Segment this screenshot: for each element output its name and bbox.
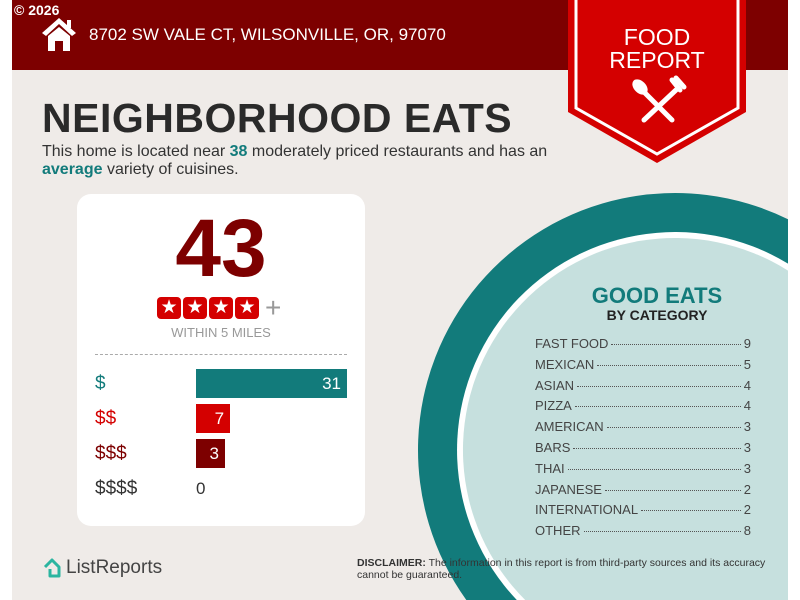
category-row: MEXICAN 5 (535, 357, 751, 378)
price-bar: 0 (196, 479, 206, 498)
category-name: ASIAN (535, 377, 575, 393)
leader-dots (574, 406, 741, 408)
leader-dots (606, 427, 741, 429)
copyright: © 2026 (14, 2, 60, 18)
price-label: $$$ (95, 443, 127, 464)
listreports-logo: ListReports (42, 557, 162, 579)
category-row: BARS 3 (535, 440, 751, 461)
logo-icon (43, 558, 61, 578)
leader-dots (583, 531, 741, 533)
star-icon: ★ (183, 297, 207, 319)
restaurant-count: 38 (229, 143, 248, 160)
category-row: AMERICAN 3 (535, 419, 751, 440)
category-name: INTERNATIONAL (535, 502, 639, 518)
category-count: 4 (743, 398, 751, 414)
category-count: 5 (743, 356, 751, 372)
rating-plus: + (265, 292, 282, 323)
category-name: OTHER (535, 523, 581, 539)
summary-card: 43 ★ ★ ★ ★ + WITHIN 5 MILES $31 $$ 7 $$$ 3 $$… (77, 194, 365, 526)
category-name: BARS (535, 439, 571, 455)
leader-dots (604, 489, 741, 491)
badge-line-2: REPORT (609, 47, 705, 73)
disclaimer: DISCLAIMER: The information in this repo… (357, 557, 766, 581)
category-count: 4 (743, 377, 751, 393)
category-count: 8 (743, 523, 751, 539)
leader-dots (597, 364, 741, 366)
category-name: FAST FOOD (535, 336, 609, 351)
distance-label: WITHIN 5 MILES (171, 325, 271, 340)
intro-text: This home is located near 38 moderately … (42, 143, 548, 178)
leader-dots (611, 344, 741, 345)
home-icon (42, 18, 76, 51)
price-bar: 7 (196, 404, 231, 433)
star-rating: ★ ★ ★ ★ + (157, 292, 282, 323)
category-count: 2 (743, 502, 751, 518)
category-row: THAI 3 (535, 461, 751, 482)
divider (95, 354, 347, 355)
category-name: AMERICAN (535, 419, 604, 435)
food-report-badge (568, 0, 746, 163)
star-icon: ★ (157, 297, 181, 319)
price-label: $$ (95, 408, 117, 429)
badge-line-1: FOOD (623, 24, 691, 50)
good-eats-heading: GOOD EATS BY CATEGORY (591, 283, 723, 323)
price-bar: 31 (196, 369, 347, 398)
price-bar: 3 (196, 439, 225, 468)
category-count: 2 (743, 481, 751, 497)
fork-spoon-icon (639, 75, 687, 123)
category-name: PIZZA (535, 398, 572, 414)
price-row: $$$ 3 (95, 439, 355, 469)
star-icon: ★ (209, 297, 233, 319)
category-count: 3 (743, 439, 751, 455)
category-name: THAI (535, 460, 565, 476)
leader-dots (577, 385, 741, 387)
leader-dots (641, 510, 741, 512)
category-list: FAST FOOD 9 MEXICAN 5 ASIAN 4 PIZZA 4 AMERICAN 3 B… (535, 336, 751, 544)
category-count: 9 (743, 336, 751, 351)
report-page: © 2026 8702 SW VALE CT, WILSONVILLE, OR,… (12, 0, 788, 600)
category-row: PIZZA 4 (535, 398, 751, 419)
category-row: ASIAN 4 (535, 378, 751, 399)
decorative-plate-circle (418, 193, 788, 600)
price-row: $$$$ 0 (95, 474, 355, 504)
star-icon: ★ (235, 297, 259, 319)
price-label: $$$$ (95, 478, 138, 499)
category-row: JAPANESE 2 (535, 482, 751, 503)
property-address: 8702 SW VALE CT, WILSONVILLE, OR, 97070 (89, 25, 446, 44)
category-count: 3 (743, 460, 751, 476)
price-row: $$ 7 (95, 404, 355, 434)
variety-level: average (42, 161, 103, 178)
category-name: MEXICAN (535, 356, 595, 372)
leader-dots (567, 468, 741, 470)
page-title: NEIGHBORHOOD EATS (42, 95, 513, 141)
category-row: OTHER 8 (535, 523, 751, 544)
price-label: $ (95, 373, 106, 394)
total-restaurants: 43 (175, 203, 267, 294)
category-row: INTERNATIONAL 2 (535, 502, 751, 523)
price-row: $31 (95, 369, 355, 399)
leader-dots (573, 447, 741, 449)
category-count: 3 (743, 419, 751, 435)
category-row: FAST FOOD 9 (535, 336, 751, 357)
category-name: JAPANESE (535, 481, 602, 497)
